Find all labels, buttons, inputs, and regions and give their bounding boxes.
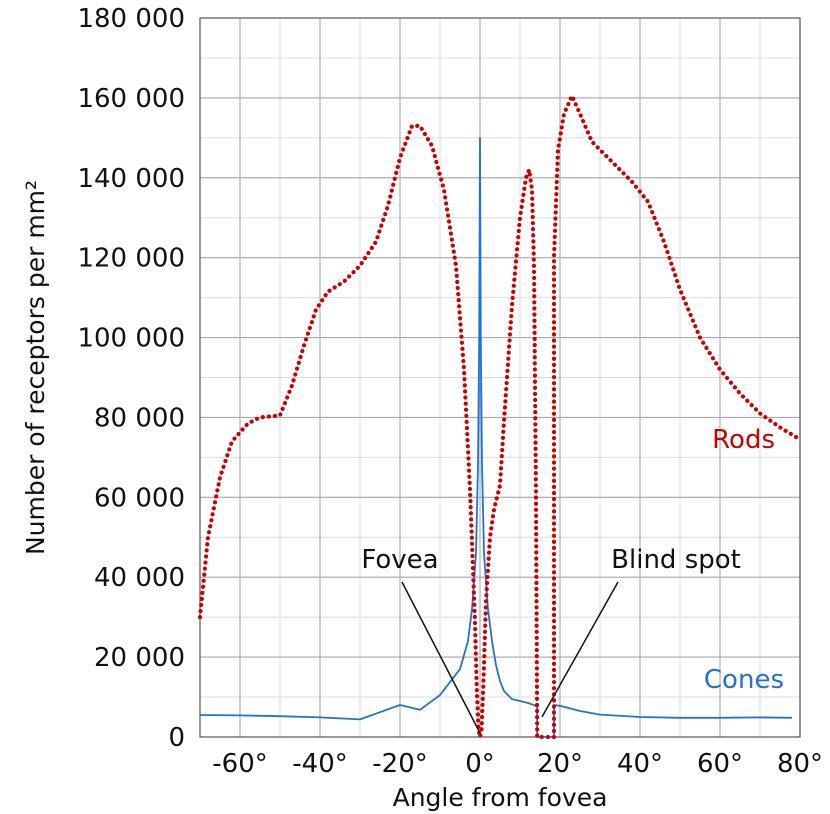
minor-grid (199, 17, 801, 738)
y-tick-label: 180 000 (77, 4, 185, 34)
x-tick-label: -40° (292, 749, 347, 779)
y-axis-ticks: 0 20 000 40 000 60 000 80 000 100 000 120 000 1… (77, 4, 185, 753)
y-tick-label: 60 000 (94, 483, 185, 513)
y-tick-label: 0 (168, 723, 185, 753)
annotation-layer: Fovea Blind spot (361, 545, 741, 734)
fovea-annotation: Fovea (361, 545, 438, 575)
y-tick-label: 120 000 (77, 244, 185, 274)
x-tick-label: 60° (697, 749, 743, 779)
x-tick-label: 80° (777, 749, 823, 779)
y-tick-label: 20 000 (94, 643, 185, 673)
cones-series-label: Cones (704, 665, 784, 695)
plot-frame (199, 17, 801, 738)
blind-spot-pointer-line (541, 581, 619, 718)
major-grid (200, 17, 801, 738)
x-tick-label: 0° (465, 749, 495, 779)
fovea-pointer-line (401, 581, 481, 734)
x-tick-label: -20° (372, 749, 427, 779)
x-tick-label: 40° (617, 749, 663, 779)
x-axis-title: Angle from fovea (393, 783, 608, 812)
x-axis-ticks: -60° -40° -20° 0° 20° 40° 60° 80° (212, 749, 823, 779)
y-tick-label: 80 000 (94, 403, 185, 433)
x-tick-label: -60° (212, 749, 267, 779)
cones-series-line (199, 136, 793, 738)
y-tick-label: 160 000 (77, 84, 185, 114)
y-tick-label: 100 000 (77, 324, 185, 354)
blind-spot-annotation: Blind spot (611, 545, 741, 575)
x-tick-label: 20° (537, 749, 583, 779)
rods-series-label: Rods (712, 425, 775, 455)
series-layer (197, 93, 803, 740)
rods-series-line (197, 93, 803, 740)
y-tick-label: 140 000 (77, 164, 185, 194)
y-axis-title: Number of receptors per mm² (21, 180, 50, 555)
y-tick-label: 40 000 (94, 563, 185, 593)
